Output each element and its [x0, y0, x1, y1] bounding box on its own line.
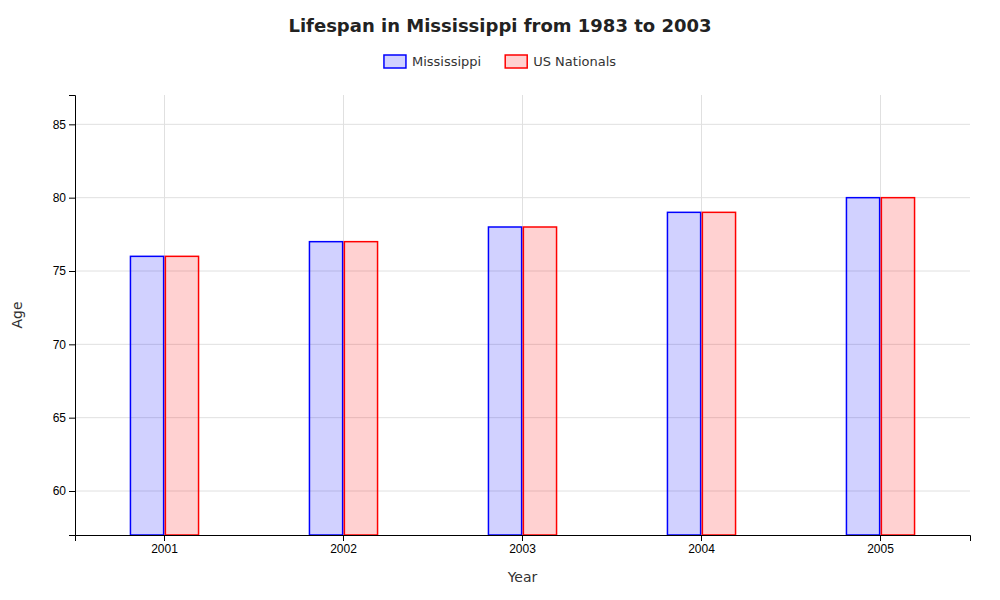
legend-label: Mississippi [412, 54, 481, 69]
tick: 80 [53, 191, 75, 205]
tick-label: 2005 [867, 542, 894, 556]
tick-mark [164, 535, 165, 541]
legend-swatch [505, 55, 527, 68]
y-axis-title: Age [9, 301, 25, 328]
tick-label: 2003 [509, 542, 536, 556]
tick-mark [69, 491, 75, 492]
bar [488, 227, 521, 535]
tick-mark [69, 198, 75, 199]
tick: 75 [53, 264, 75, 278]
bar [667, 212, 700, 535]
tick: 60 [53, 484, 75, 498]
tick: 2004 [688, 535, 715, 556]
y-axis: 60 65 70 75 80 85 [53, 96, 76, 536]
bar [309, 242, 342, 535]
tick-mark [69, 271, 75, 272]
bar [881, 198, 914, 535]
legend-item: Mississippi [384, 54, 481, 69]
tick-label: 2004 [688, 542, 715, 556]
tick: 2002 [330, 535, 357, 556]
tick: 85 [53, 118, 75, 132]
tick-mark [701, 535, 702, 541]
tick-label: 2001 [151, 542, 178, 556]
tick-label: 65 [53, 411, 67, 425]
bar [523, 227, 556, 535]
bar-series [130, 198, 879, 535]
grid [75, 95, 970, 535]
bar [165, 256, 198, 535]
bar [130, 256, 163, 535]
bar [702, 212, 735, 535]
plot-area: 2001 2002 2003 2004 2005 60 65 70 75 80 85 [53, 95, 971, 556]
tick-label: 85 [53, 118, 67, 132]
tick-label: 60 [53, 484, 67, 498]
tick: 2001 [151, 535, 178, 556]
tick: 65 [53, 411, 75, 425]
tick: 2005 [867, 535, 894, 556]
bar-series [165, 198, 914, 535]
legend-label: US Nationals [533, 54, 616, 69]
tick-mark [522, 535, 523, 541]
tick-label: 80 [53, 191, 67, 205]
tick-label: 2002 [330, 542, 357, 556]
chart: 2001 2002 2003 2004 2005 60 65 70 75 80 85 Year Age L… [0, 0, 1000, 600]
axis-line [76, 536, 971, 542]
legend-item: US Nationals [505, 54, 616, 69]
legend: Mississippi US Nationals [384, 54, 616, 69]
axis-line [69, 96, 76, 536]
tick-label: 70 [53, 338, 67, 352]
legend-swatch [384, 55, 406, 68]
bars [130, 198, 914, 535]
tick: 70 [53, 338, 75, 352]
x-axis: 2001 2002 2003 2004 2005 [76, 535, 971, 556]
tick-mark [69, 344, 75, 345]
tick: 2003 [509, 535, 536, 556]
tick-mark [343, 535, 344, 541]
bar [846, 198, 879, 535]
tick-mark [69, 124, 75, 125]
tick-mark [69, 418, 75, 419]
x-axis-title: Year [507, 569, 538, 585]
tick-label: 75 [53, 264, 67, 278]
title: Lifespan in Mississippi from 1983 to 200… [288, 15, 711, 36]
tick-mark [880, 535, 881, 541]
bar [344, 242, 377, 535]
